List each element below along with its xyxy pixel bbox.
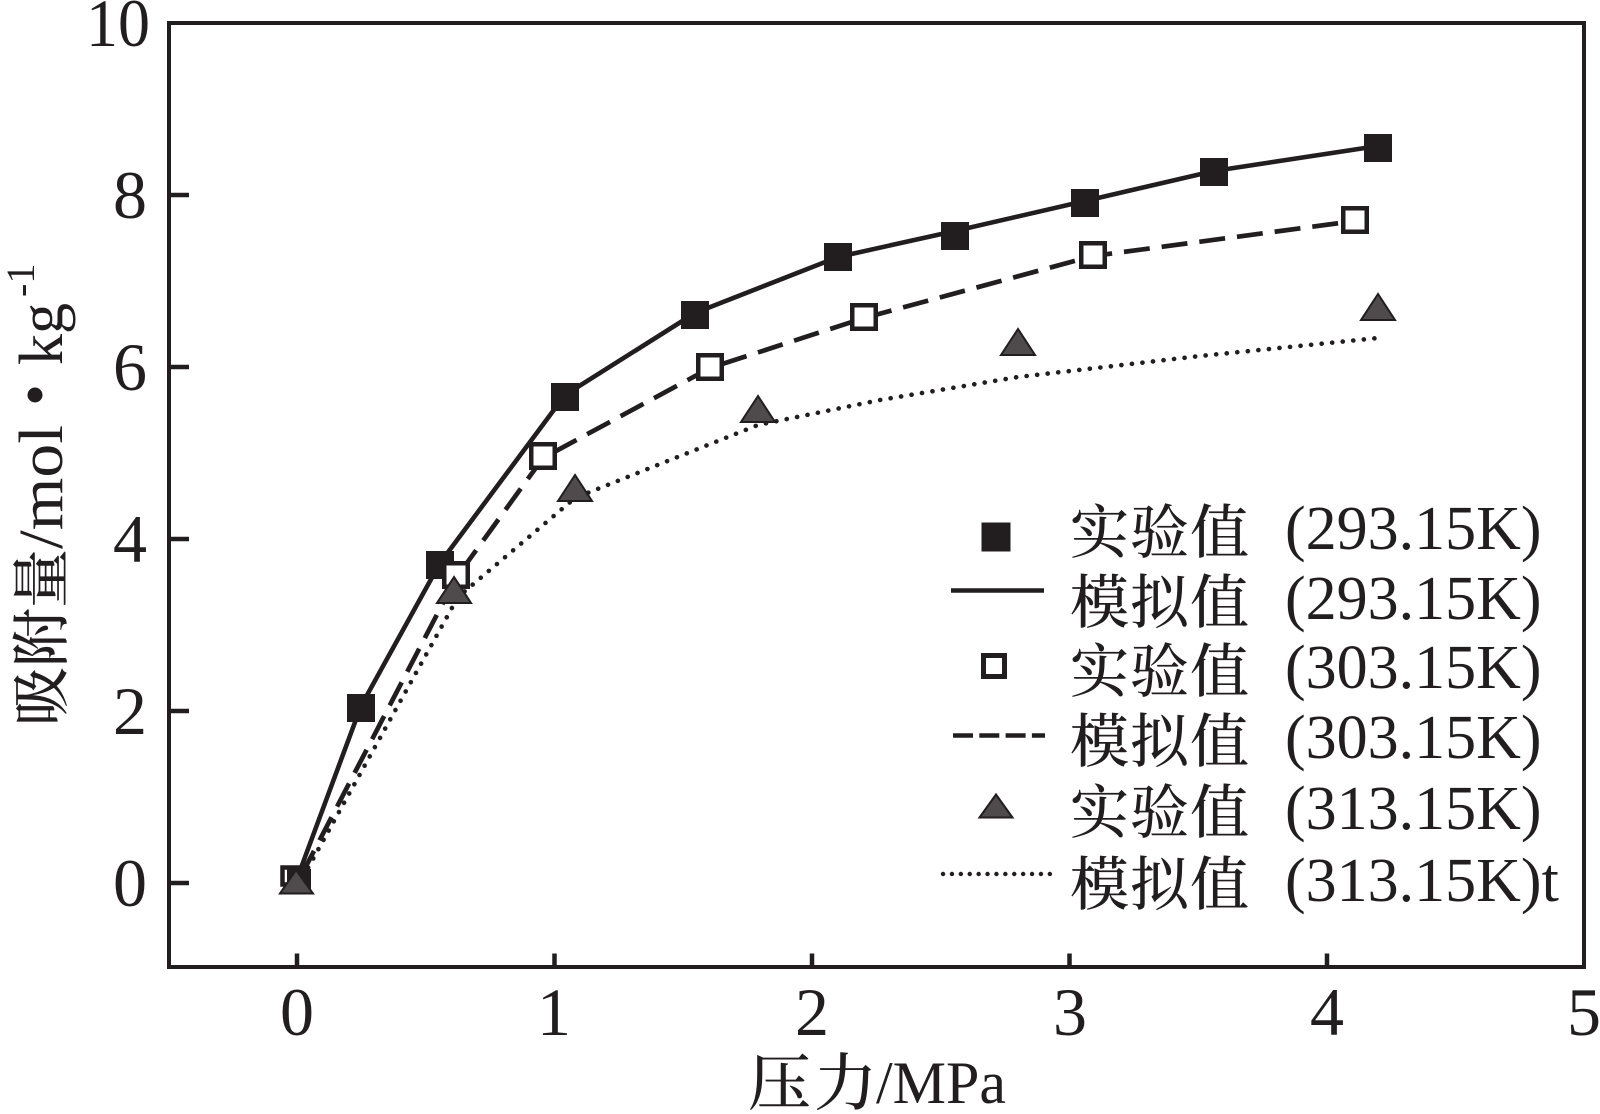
svg-text:(313.15K)t: (313.15K)t — [1285, 847, 1559, 915]
svg-text:4: 4 — [113, 501, 147, 577]
svg-text:5: 5 — [1567, 974, 1600, 1050]
svg-text:(313.15K): (313.15K) — [1285, 775, 1542, 843]
svg-text:1: 1 — [537, 974, 571, 1050]
svg-text:/MPa: /MPa — [876, 1050, 1006, 1114]
svg-text:2: 2 — [795, 974, 829, 1050]
svg-text:(293.15K): (293.15K) — [1285, 565, 1542, 633]
svg-text:kg: kg — [8, 303, 76, 365]
svg-text:/mol: /mol — [8, 425, 76, 549]
svg-text:0: 0 — [113, 845, 147, 921]
svg-text:2: 2 — [113, 673, 147, 749]
svg-text:10: 10 — [86, 0, 150, 61]
svg-text:-1: -1 — [0, 264, 43, 297]
svg-text:6: 6 — [113, 329, 147, 405]
svg-text:3: 3 — [1053, 974, 1087, 1050]
svg-text:(303.15K): (303.15K) — [1285, 704, 1542, 772]
svg-text:(293.15K): (293.15K) — [1285, 495, 1542, 563]
svg-text:(303.15K): (303.15K) — [1285, 634, 1542, 702]
svg-text:8: 8 — [113, 157, 147, 233]
svg-text:4: 4 — [1310, 974, 1344, 1050]
svg-text:0: 0 — [280, 974, 314, 1050]
